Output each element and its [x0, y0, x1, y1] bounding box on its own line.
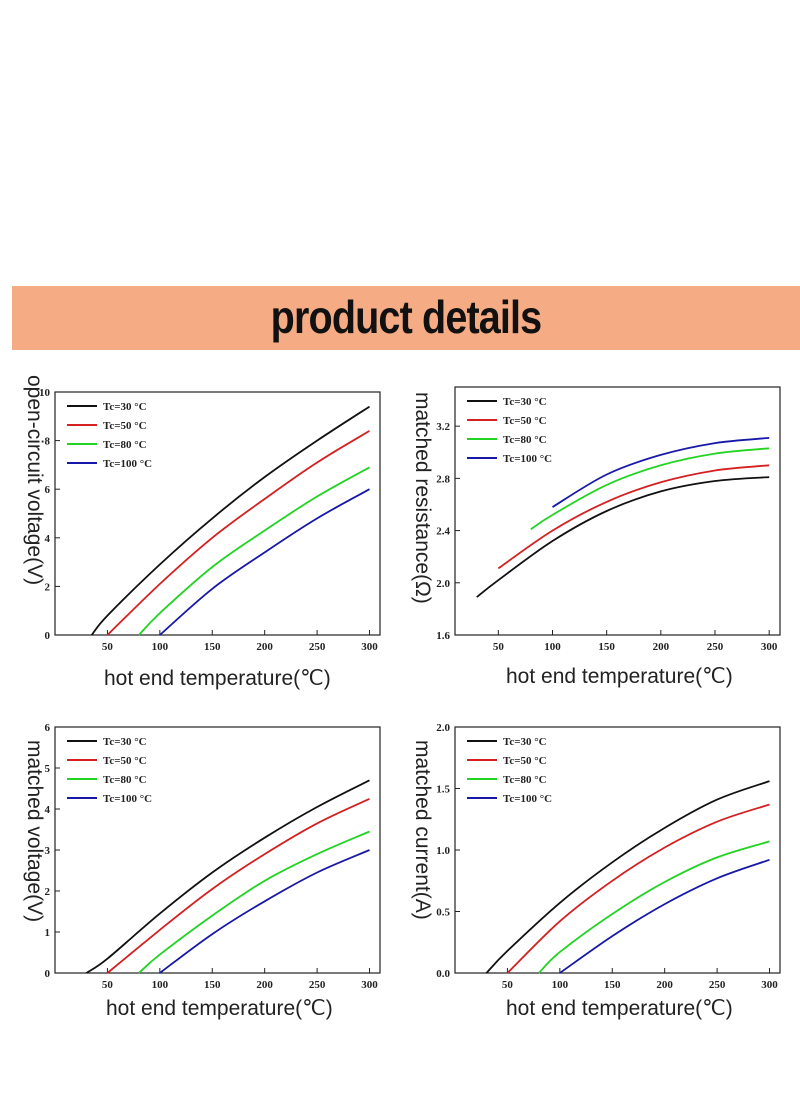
x-tick-label: 50 [102, 641, 114, 653]
legend-label: Tc=80 °C [103, 439, 147, 451]
y-tick-label: 4 [45, 804, 51, 816]
y-tick-label: 0.5 [436, 907, 450, 919]
x-tick-label: 50 [493, 641, 505, 653]
series-line [159, 488, 370, 636]
y-tick-label: 10 [39, 387, 51, 399]
x-tick-label: 250 [709, 979, 726, 991]
chart-open-circuit-voltage: 50 100 150 200 250 300 0 2 4 6 8 10 Tc=30 °C Tc=50 °C… [39, 387, 381, 653]
x-tick-label: 150 [598, 641, 615, 653]
x-tick-label: 150 [604, 979, 621, 991]
series-line [552, 437, 770, 508]
legend-label: Tc=80 °C [103, 774, 147, 786]
x-tick-label: 200 [256, 641, 273, 653]
series-line [506, 803, 770, 974]
series-line [476, 476, 770, 598]
x-axis-label: hot end temperature(℃) [106, 997, 333, 1020]
y-tick-label: 8 [45, 436, 51, 448]
y-tick-label: 3 [45, 845, 51, 857]
y-tick-label: 2 [45, 886, 51, 898]
series-line [497, 464, 770, 570]
x-tick-label: 150 [204, 641, 221, 653]
y-tick-label: 1.6 [436, 630, 450, 642]
x-tick-label: 250 [707, 641, 724, 653]
y-tick-label: 5 [45, 763, 51, 775]
chart-matched-resistance: 50 100 150 200 250 300 1.6 2.0 2.4 2.8 3.2 Tc=30 °C… [436, 386, 781, 653]
chart-panel-matched-current: matched current(A) 50 100 150 200 250 300 0.0 0… [400, 710, 800, 1040]
plot-frame [454, 386, 781, 636]
legend-label: Tc=50 °C [503, 415, 547, 427]
chart-panel-matched-resistance: matched resistance(Ω) 50 100 150 200 250 300 1… [400, 370, 800, 700]
series-line [559, 858, 770, 974]
x-tick-label: 300 [761, 641, 778, 653]
series-line [85, 779, 370, 974]
x-tick-label: 100 [544, 641, 561, 653]
y-tick-label: 2.8 [436, 473, 450, 485]
x-tick-label: 100 [152, 979, 169, 991]
x-axis-label: hot end temperature(℃) [506, 665, 733, 688]
y-tick-label: 4 [45, 533, 51, 545]
x-axis-label: hot end temperature(℃) [104, 667, 331, 690]
banner: product details [12, 286, 800, 350]
series-line [106, 797, 370, 974]
x-tick-label: 100 [552, 979, 569, 991]
banner-title: product details [270, 291, 543, 343]
series-line [485, 780, 770, 974]
x-tick-label: 200 [256, 979, 273, 991]
legend-label: Tc=80 °C [503, 774, 547, 786]
x-axis-label: hot end temperature(℃) [506, 997, 733, 1020]
x-tick-label: 200 [656, 979, 673, 991]
legend-label: Tc=100 °C [503, 793, 552, 805]
legend-label: Tc=100 °C [103, 793, 152, 805]
x-tick-label: 300 [761, 979, 778, 991]
series-line [530, 447, 770, 531]
chart-matched-voltage: 50 100 150 200 250 300 0 1 2 3 4 5 6 Tc=30 °C Tc=50 °C… [45, 722, 381, 991]
y-tick-label: 6 [45, 722, 51, 734]
series-line [159, 849, 370, 974]
y-tick-label: 2 [45, 581, 51, 593]
y-tick-label: 0 [45, 630, 51, 642]
chart-panel-matched-voltage: matched voltage(V) 50 100 150 200 250 300 0 1 2 3… [0, 710, 400, 1040]
legend-label: Tc=30 °C [103, 401, 147, 413]
y-tick-label: 0 [45, 968, 51, 980]
x-tick-label: 100 [152, 641, 169, 653]
chart-matched-current: 50 100 150 200 250 300 0.0 0.5 1.0 1.5 2.0 Tc=30 °C… [436, 722, 781, 991]
y-tick-label: 6 [45, 484, 51, 496]
y-tick-label: 0.0 [436, 968, 450, 980]
series-line [106, 430, 370, 636]
series-line [90, 405, 370, 636]
x-tick-label: 150 [204, 979, 221, 991]
x-tick-label: 50 [502, 979, 514, 991]
y-tick-label: 2.0 [436, 578, 450, 590]
legend-label: Tc=30 °C [503, 736, 547, 748]
y-tick-label: 1 [45, 927, 51, 939]
chart-panel-open-circuit-voltage: open-circuit voltage(V) 50 100 150 200 250 30… [0, 370, 400, 700]
series-line [538, 840, 770, 974]
legend-label: Tc=80 °C [503, 434, 547, 446]
series-line [138, 466, 370, 636]
x-tick-label: 50 [102, 979, 114, 991]
x-tick-label: 300 [361, 979, 378, 991]
legend-label: Tc=50 °C [103, 420, 147, 432]
legend-label: Tc=100 °C [503, 453, 552, 465]
y-tick-label: 3.2 [436, 421, 450, 433]
y-tick-label: 1.5 [436, 784, 450, 796]
legend-label: Tc=100 °C [103, 458, 152, 470]
x-tick-label: 200 [653, 641, 670, 653]
y-tick-label: 2.4 [436, 526, 450, 538]
x-tick-label: 250 [309, 979, 326, 991]
legend-label: Tc=50 °C [103, 755, 147, 767]
legend-label: Tc=30 °C [503, 396, 547, 408]
x-tick-label: 300 [361, 641, 378, 653]
series-line [138, 830, 370, 974]
x-tick-label: 250 [309, 641, 326, 653]
y-tick-label: 1.0 [436, 845, 450, 857]
y-tick-label: 2.0 [436, 722, 450, 734]
legend-label: Tc=30 °C [103, 736, 147, 748]
legend-label: Tc=50 °C [503, 755, 547, 767]
